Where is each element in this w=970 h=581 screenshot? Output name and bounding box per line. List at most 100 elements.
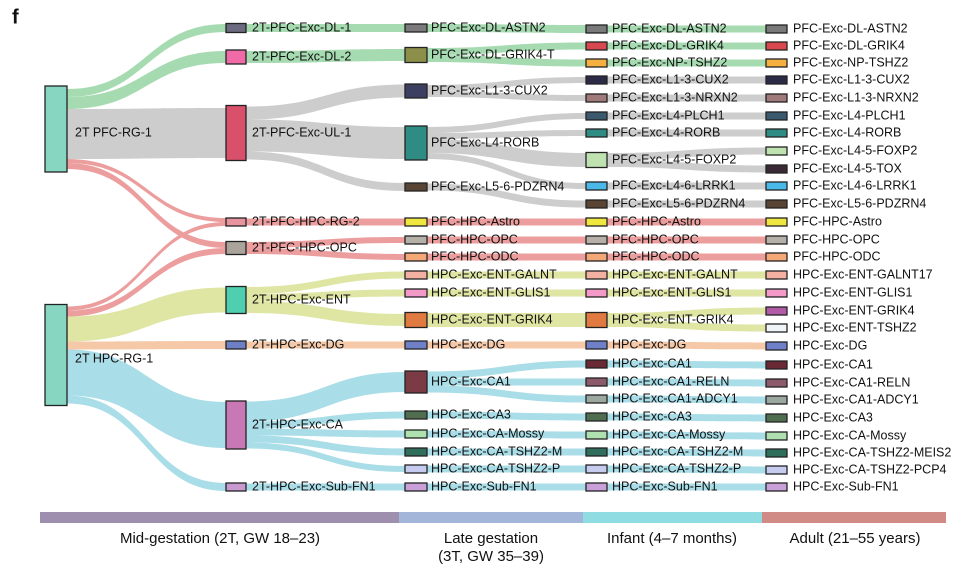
node-box <box>585 199 608 209</box>
flow <box>427 411 586 421</box>
flow <box>246 428 405 438</box>
node-box <box>585 181 608 191</box>
node-label: PFC-HPC-OPC <box>431 232 518 246</box>
node-label: 2T-PFC-HPC-RG-2 <box>252 214 360 228</box>
flow <box>607 59 766 67</box>
node-label: PFC-Exc-L4-6-LRRK1 <box>612 178 736 192</box>
node-box <box>585 340 608 350</box>
node-box <box>765 270 788 280</box>
node-label: HPC-Exc-CA-Mossy <box>431 426 545 440</box>
flow <box>246 289 405 301</box>
node-label: HPC-Exc-CA-TSHZ2-P <box>612 461 741 475</box>
node-box <box>585 464 608 474</box>
node-box <box>765 217 788 227</box>
flow <box>427 113 586 133</box>
node-box <box>765 164 788 174</box>
flow <box>607 320 766 332</box>
node-label: 2T-PFC-Exc-UL-1 <box>252 125 351 139</box>
node-box <box>585 252 608 262</box>
node-box <box>765 395 788 405</box>
flow <box>246 248 405 260</box>
node-label: PFC-Exc-L4-PLCH1 <box>793 108 906 122</box>
node-box <box>404 217 428 227</box>
node-box <box>404 125 428 161</box>
node-label: PFC-Exc-L1-3-CUX2 <box>431 83 548 97</box>
node-label: 2T-PFC-HPC-OPC <box>252 240 357 254</box>
node-box <box>765 360 788 370</box>
node-box <box>225 482 247 492</box>
node-label: PFC-Exc-L4-6-LRRK1 <box>793 178 917 192</box>
node-box <box>765 482 788 492</box>
flow <box>67 24 226 97</box>
stage-label: (3T, GW 35–39) <box>438 548 544 565</box>
node-label: HPC-Exc-DG <box>431 337 505 351</box>
node-label: HPC-Exc-CA-TSHZ2-MEIS2 <box>793 445 951 459</box>
node-label: PFC-Exc-DL-ASTN2 <box>612 21 727 35</box>
flow <box>246 411 405 429</box>
flow <box>67 51 226 109</box>
stage-bar <box>762 512 946 523</box>
node-box <box>765 288 788 298</box>
flow <box>607 378 766 387</box>
flow <box>427 24 586 33</box>
node-box <box>765 41 788 51</box>
node-box <box>225 49 247 65</box>
node-label: PFC-HPC-ODC <box>431 249 519 263</box>
node-box <box>404 464 428 474</box>
flow <box>607 307 766 320</box>
flow <box>67 222 226 311</box>
flow <box>427 55 586 67</box>
flow <box>607 147 766 160</box>
panel-label: f <box>12 6 19 28</box>
node-label: PFC-Exc-L4-RORB <box>793 125 901 139</box>
node-box <box>585 75 608 85</box>
node-label: HPC-Exc-CA1 <box>431 374 511 388</box>
node-label: HPC-Exc-CA1-RELN <box>612 374 729 388</box>
node-label: PFC-Exc-L4-5-FOXP2 <box>793 143 917 157</box>
flow <box>246 372 405 422</box>
node-box <box>404 235 428 245</box>
node-label: 2T PFC-RG-1 <box>75 125 152 139</box>
stage-bar <box>399 512 583 523</box>
node-label: HPC-Exc-CA1 <box>612 356 692 370</box>
node-box <box>404 270 428 280</box>
flow <box>607 218 766 226</box>
node-box <box>585 151 608 169</box>
node-box <box>585 447 608 457</box>
flow <box>427 236 586 244</box>
flow <box>607 341 766 350</box>
flow <box>67 159 226 222</box>
flow <box>67 248 226 317</box>
flow <box>427 253 586 261</box>
flow <box>607 76 766 84</box>
flow <box>607 25 766 33</box>
node-label: PFC-Exc-DL-ASTN2 <box>793 21 908 35</box>
node-box <box>585 58 608 68</box>
flow <box>607 182 766 190</box>
node-label: HPC-Exc-CA1 <box>793 357 873 371</box>
node-box <box>585 217 608 227</box>
node-box <box>765 341 788 351</box>
node-label: PFC-Exc-L4-5-FOXP2 <box>612 152 736 166</box>
node-label: HPC-Exc-CA3 <box>793 410 873 424</box>
node-box <box>765 181 788 191</box>
node-label: HPC-Exc-CA-TSHZ2-PCP4 <box>793 462 947 476</box>
node-label: HPC-Exc-CA1-ADCY1 <box>612 391 738 405</box>
flow <box>427 77 586 91</box>
node-label: HPC-Exc-ENT-GALNT <box>431 267 557 281</box>
node-label: PFC-Exc-L4-PLCH1 <box>612 108 725 122</box>
node-label: PFC-Exc-DL-GRIK4-T <box>431 47 555 61</box>
node-label: PFC-Exc-DL-GRIK4 <box>612 38 724 52</box>
node-box <box>585 111 608 121</box>
flow <box>607 129 766 137</box>
node-box <box>404 410 428 420</box>
node-box <box>225 104 247 162</box>
flow <box>246 151 405 191</box>
node-label: HPC-Exc-ENT-GALNT <box>612 267 738 281</box>
flow <box>67 108 226 159</box>
node-box <box>225 400 247 450</box>
node-box <box>765 252 788 262</box>
node-label: HPC-Exc-ENT-GALNT17 <box>793 267 933 281</box>
node-label: HPC-Exc-CA-TSHZ2-P <box>431 461 560 475</box>
node-label: HPC-Exc-Sub-FN1 <box>431 479 537 493</box>
